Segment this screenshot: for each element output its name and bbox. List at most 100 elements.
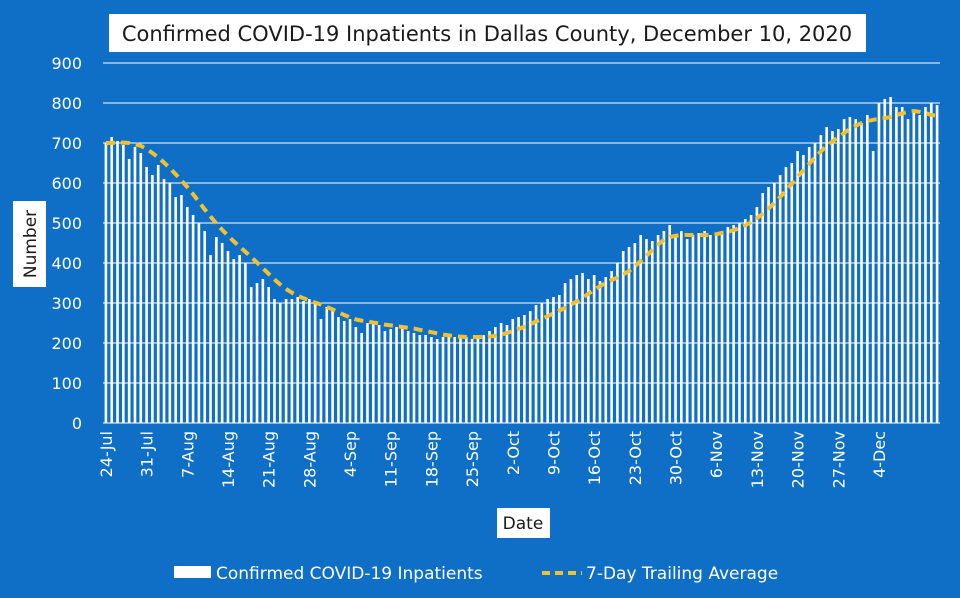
bar [912,113,916,423]
bar [813,143,817,423]
y-tick-labels: 0 100 200 300 400 500 600 700 800 900 [51,54,82,433]
bar [459,335,462,423]
bar [185,207,189,423]
bar [616,263,619,423]
bar [110,137,114,423]
bar [389,329,393,423]
bar [650,241,654,423]
bar [523,315,526,423]
bar [836,129,840,423]
bar [935,105,939,423]
bar [819,135,823,423]
bar [732,225,735,423]
bar [197,223,201,423]
bar [511,319,515,423]
y-tick-label: 500 [51,214,82,233]
y-axis-label: Number [21,210,41,278]
bar [691,235,695,423]
bar [534,305,538,423]
bar [621,251,625,423]
x-tick-labels: 24-Jul 31-Jul 7-Aug 14-Aug 21-Aug 28-Aug 4-Sep… [97,431,889,488]
x-tick-label: 20-Nov [789,431,808,488]
bar [784,167,788,423]
bar [319,319,323,423]
bar-series [104,97,939,423]
bar [313,303,317,423]
bar [476,337,480,423]
bar [709,235,712,423]
x-tick-label: 4-Sep [341,431,360,477]
bar [592,275,596,423]
bar [145,167,148,423]
bar [209,255,212,423]
bar [604,277,608,423]
bar [761,193,765,423]
bar [831,131,834,423]
x-tick-label: 18-Sep [422,431,441,487]
bar [697,233,701,423]
bar [406,331,410,423]
bar [435,339,439,423]
bar [546,299,549,423]
bar [174,197,177,423]
bar [854,119,858,423]
bar [906,119,910,423]
x-tick-label: 27-Nov [829,431,848,488]
x-tick-label: 13-Nov [748,431,767,488]
bar [284,299,288,423]
bar [191,215,195,423]
bar [162,179,166,423]
bar [738,223,741,423]
bar [889,97,892,423]
bar [238,255,241,423]
x-tick-label: 14-Aug [219,431,238,488]
legend: Confirmed COVID-19 Inpatients 7-Day Trai… [174,564,778,584]
bar [796,151,799,423]
bar [494,327,497,423]
bar [610,271,613,423]
bar [860,123,863,423]
y-tick-label: 400 [51,254,82,273]
legend-label-inpatients: Confirmed COVID-19 Inpatients [216,564,483,584]
y-tick-label: 0 [72,414,82,433]
bar [168,183,172,423]
x-tick-label: 4-Dec [870,431,889,478]
bar [662,231,666,423]
bar [900,107,904,423]
x-tick-label: 21-Aug [260,431,279,488]
bar [749,215,753,423]
bar [674,235,677,423]
bar [627,247,631,423]
bar [848,117,852,423]
bar [441,337,445,423]
y-tick-label: 700 [51,134,82,153]
bar [575,275,579,423]
bar [680,231,683,423]
bar [354,327,358,423]
bar [540,303,544,423]
bar [244,263,247,423]
bar [464,337,468,423]
bar [929,103,933,423]
bar [773,183,776,423]
chart-title-box [109,14,866,52]
bar [563,283,567,423]
bar [302,301,305,423]
bar [720,231,724,423]
bar [552,297,555,423]
bar [488,331,491,423]
x-tick-label: 31-Jul [138,431,157,477]
x-tick-label: 30-Oct [667,431,686,485]
x-tick-label: 28-Aug [300,431,319,488]
grid-layer [103,62,940,384]
bar [261,279,265,423]
bar [255,283,259,423]
x-tick-label: 24-Jul [97,431,116,477]
bar [383,331,387,423]
y-tick-label: 600 [51,174,82,193]
bar [685,239,689,423]
bar [278,303,282,423]
bar [807,147,811,423]
